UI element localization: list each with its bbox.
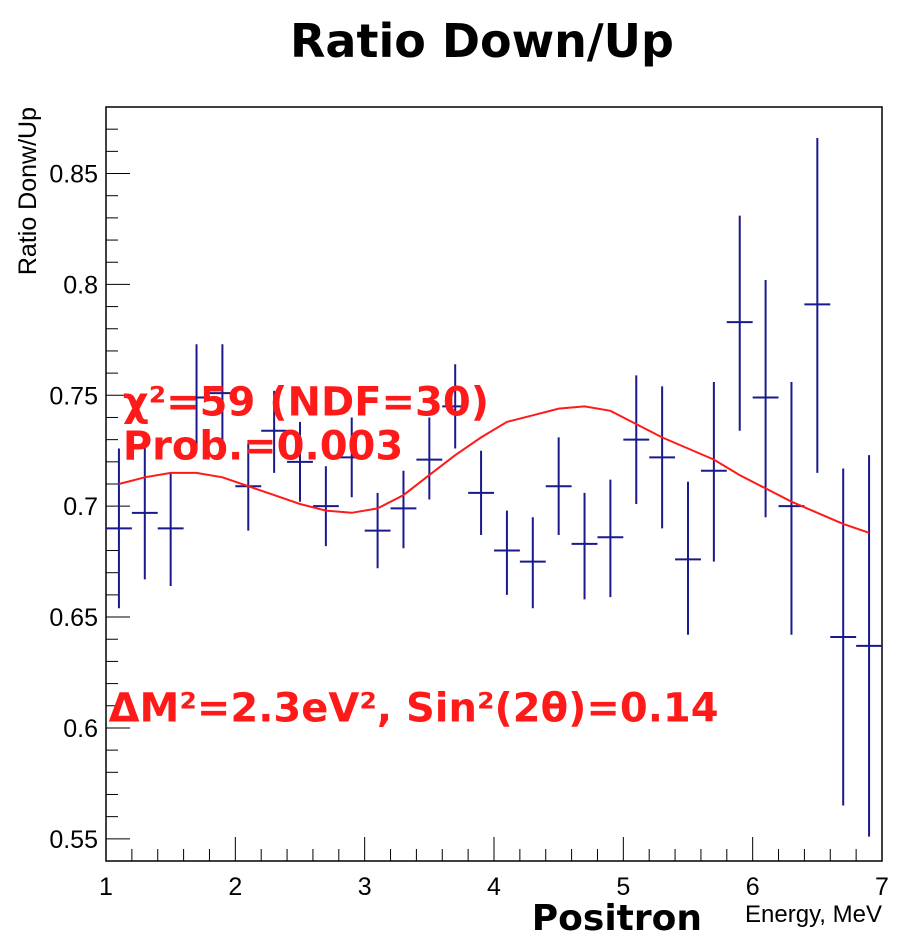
y-tick-label: 0.65	[49, 604, 98, 632]
y-tick-label: 0.6	[63, 715, 98, 743]
data-point	[804, 138, 831, 473]
data-point	[157, 472, 184, 587]
data-point	[106, 448, 132, 609]
data-point	[442, 364, 469, 449]
fit-curve	[118, 405, 870, 534]
data-point	[312, 466, 339, 547]
x-tick-label: 7	[875, 873, 889, 901]
data-point	[364, 492, 391, 569]
y-tick-label: 0.7	[63, 493, 98, 521]
data-point	[623, 375, 650, 504]
y-axis-label: Ratio Donw/Up	[14, 107, 42, 275]
annotation-probability: Prob.=0.003	[123, 424, 403, 470]
data-point	[468, 450, 494, 536]
data-point	[700, 381, 727, 562]
data-point	[675, 481, 701, 635]
data-point	[778, 381, 805, 635]
y-tick-label: 0.55	[49, 826, 98, 854]
data-point	[183, 344, 210, 449]
x-tick-label: 1	[99, 873, 113, 901]
x-tick-label: 6	[746, 873, 760, 901]
data-point	[390, 470, 417, 549]
x-axis-ticks	[105, 837, 883, 861]
data-point	[287, 421, 313, 502]
data-point	[752, 279, 779, 518]
data-point	[416, 417, 443, 500]
data-points	[106, 138, 882, 837]
data-point	[545, 437, 572, 536]
x-tick-label: 3	[358, 873, 372, 901]
data-point	[338, 417, 365, 498]
y-axis-tick-labels: 0.55 0.6 0.65 0.7 0.75 0.8 0.85	[49, 161, 98, 854]
data-point	[726, 215, 753, 431]
x-axis-tick-labels: 1 2 3 4 5 6 7	[99, 873, 889, 901]
data-point	[494, 510, 520, 595]
data-point	[209, 344, 236, 442]
data-point	[856, 455, 882, 837]
x-tick-label: 2	[228, 873, 242, 901]
y-tick-label: 0.75	[49, 382, 98, 410]
x-tick-label: 5	[616, 873, 630, 901]
x-axis-label: Energy, MeV	[745, 901, 882, 928]
data-point	[519, 517, 546, 609]
data-point	[597, 479, 624, 598]
y-tick-label: 0.85	[49, 161, 98, 189]
annotation-oscillation-parameters: ΔM²=2.3eV², Sin²(2θ)=0.14	[109, 685, 719, 731]
data-point	[131, 444, 158, 580]
x-axis-label-prefix: Positron	[532, 898, 702, 939]
y-tick-label: 0.8	[63, 271, 98, 299]
data-point	[649, 386, 676, 529]
x-tick-label: 4	[487, 873, 501, 901]
annotation-chi2: χ²=59 (NDF=30)	[123, 379, 489, 425]
y-axis-ticks	[106, 106, 130, 862]
data-point	[261, 390, 288, 473]
chart-title: Ratio Down/Up	[290, 14, 674, 68]
data-point	[571, 492, 598, 600]
